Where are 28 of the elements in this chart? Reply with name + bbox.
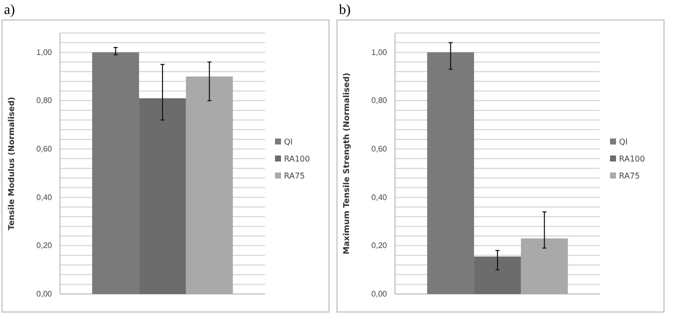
- y-tick-label: 0,00: [36, 290, 53, 299]
- legend-label: QI: [284, 138, 293, 146]
- y-tick-label: 0,80: [371, 96, 388, 106]
- y-tick-label: 0,00: [371, 290, 388, 299]
- legend-label: RA100: [284, 154, 310, 164]
- y-tick-label: 0,60: [371, 144, 388, 154]
- chart-title: b): [339, 3, 351, 18]
- legend-label: QI: [619, 138, 628, 146]
- y-tick-label: 1,00: [371, 48, 388, 57]
- bar: [474, 256, 521, 294]
- bar: [520, 238, 568, 294]
- y-axis-title: Tensile Modulus (Normalised): [7, 96, 16, 230]
- legend-label: RA75: [619, 172, 640, 180]
- legend-label: RA100: [619, 154, 645, 164]
- bar: [92, 52, 140, 294]
- y-tick-label: 0,40: [36, 192, 53, 202]
- legend-label: RA75: [284, 172, 305, 180]
- y-axis-title: Maximum Tensile Strength (Normalised): [342, 72, 351, 254]
- bar: [186, 76, 233, 294]
- y-tick-label: 0,20: [371, 241, 388, 250]
- y-tick-label: 0,20: [36, 241, 53, 250]
- y-tick-label: 0,40: [371, 192, 388, 202]
- bar: [427, 52, 474, 294]
- bar: [139, 98, 186, 294]
- chart-title: a): [4, 3, 16, 18]
- y-tick-label: 1,00: [36, 48, 53, 57]
- y-tick-label: 0,80: [36, 96, 53, 106]
- y-tick-label: 0,60: [36, 144, 53, 154]
